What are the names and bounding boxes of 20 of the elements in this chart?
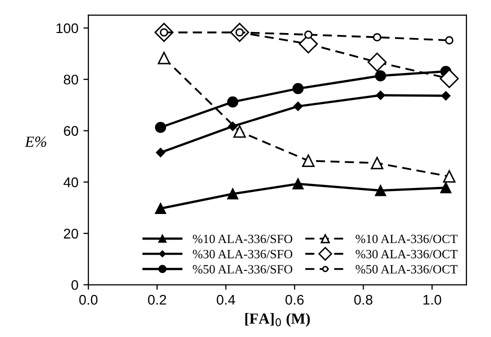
- legend-label: %10 ALA-336/SFO: [192, 234, 292, 244]
- x-tick-label: 1.0: [423, 294, 442, 305]
- y-tick-label: 20: [64, 228, 78, 239]
- y-tick-label: 40: [64, 177, 78, 188]
- y-tick-label: 100: [56, 23, 78, 34]
- x-tick-label: 0.2: [148, 294, 166, 305]
- x-tick-label: 0.8: [354, 294, 372, 305]
- y-axis-title: E%: [24, 136, 46, 147]
- legend-label: %30 ALA-336/SFO: [192, 250, 292, 258]
- legend-label: %50 ALA-336/OCT: [356, 265, 458, 274]
- legend-label: %10 ALA-336/OCT: [356, 234, 458, 244]
- y-tick-label: 0: [71, 280, 78, 290]
- legend-label: %50 ALA-336/SFO: [192, 265, 292, 274]
- x-tick-label: 0.0: [79, 294, 98, 305]
- y-tick-label: 80: [64, 74, 78, 85]
- x-tick-label: 0.6: [285, 294, 304, 305]
- x-tick-label: 0.4: [216, 294, 236, 305]
- x-axis-title: [FA]$_{0}$ (M): [245, 312, 310, 327]
- y-tick-label: 60: [64, 126, 78, 136]
- legend-label: %30 ALA-336/OCT: [356, 250, 458, 258]
